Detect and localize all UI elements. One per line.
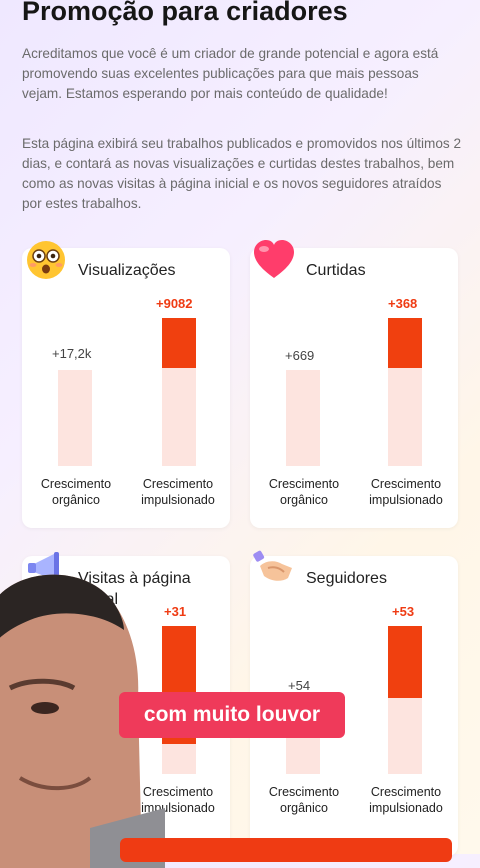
surprised-face-icon	[27, 241, 65, 279]
boosted-bar-fill	[388, 626, 422, 698]
boosted-label: Crescimento impulsionado	[369, 785, 443, 815]
organic-value: +54	[288, 678, 311, 693]
page-title: Promoção para criadores	[22, 0, 348, 26]
organic-value: +669	[285, 348, 315, 363]
promote-button[interactable]	[120, 838, 452, 862]
video-caption: com muito louvor	[119, 692, 345, 738]
organic-value: +17,2k	[52, 346, 92, 361]
boosted-value: +53	[392, 604, 415, 619]
megaphone-icon	[28, 552, 59, 582]
organic-label: Crescimento orgânico	[268, 785, 340, 815]
handshake-icon	[253, 550, 292, 581]
boosted-label: Crescimento impulsionado	[369, 477, 443, 507]
organic-label: Crescimento orgânico	[268, 477, 340, 507]
card-title: Curtidas	[306, 262, 366, 279]
heart-icon	[254, 240, 294, 278]
card-title: Seguidores	[306, 570, 387, 587]
views-card: Visualizações +17,2k +9082 Crescimento o…	[22, 241, 230, 528]
organic-bar	[286, 370, 320, 466]
boosted-label: Crescimento impulsionado	[141, 477, 215, 507]
intro-paragraph: Acreditamos que você é um criador de gra…	[22, 46, 439, 101]
organic-label: Crescimento orgânico	[40, 477, 112, 507]
boosted-bar-fill	[388, 318, 422, 368]
boosted-bar-fill	[162, 318, 196, 368]
likes-card: Curtidas +669 +368 Crescimento orgânico …	[250, 240, 458, 528]
organic-bar	[58, 370, 92, 466]
boosted-value: +9082	[156, 296, 193, 311]
description-paragraph: Esta página exibirá seu trabalhos public…	[22, 136, 462, 211]
boosted-value: +368	[388, 296, 418, 311]
card-title: Visualizações	[78, 262, 176, 279]
boosted-value: +31	[164, 604, 187, 619]
